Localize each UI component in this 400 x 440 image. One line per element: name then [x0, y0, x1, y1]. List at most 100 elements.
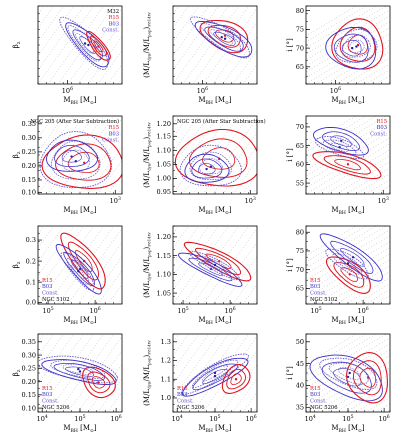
legend-ngc-205-after-star-subtraction: NGC 205 (After Star Subtraction) [177, 118, 266, 125]
legend-r15: R15 [310, 278, 321, 284]
x-axis-title: MBH [M⊙] [63, 316, 97, 326]
contour-const [204, 259, 225, 271]
contour-const [201, 365, 229, 382]
x-tick-label: 106 [90, 306, 101, 315]
contour-b03 [202, 369, 228, 385]
grid-line [93, 116, 149, 194]
contour-r15 [74, 250, 93, 272]
legend-const: Const. [370, 131, 387, 137]
x-axis-title: MBH [M⊙] [198, 96, 232, 106]
x-tick-label: 106 [62, 86, 73, 95]
y-tick-label: 1.00 [157, 175, 171, 183]
x-tick-label: 105 [74, 414, 85, 423]
panel-contours [178, 241, 252, 287]
y-tick-label: 40 [296, 382, 304, 390]
legend-ngc-5206: NGC 5206 [177, 405, 205, 411]
contour-b03 [197, 163, 216, 175]
panel-contours [39, 131, 122, 189]
y-tick-label: 60 [296, 161, 304, 169]
legend-m32: M32 [107, 9, 119, 15]
grid-line [306, 229, 390, 281]
grid-line [173, 6, 229, 84]
panel-contours [312, 126, 382, 180]
panel-grid [93, 116, 257, 194]
grid-line [148, 6, 204, 84]
contour-b03 [191, 158, 223, 179]
best-fit-point-const [77, 270, 80, 273]
legend-b03: B03 [377, 125, 387, 131]
panel-contours [59, 16, 111, 70]
grid-line [232, 49, 257, 84]
grid-line [375, 403, 390, 412]
legend-ngc-5206: NGC 5206 [310, 405, 338, 411]
y-tick-label: 0.0 [26, 299, 36, 307]
contour-const [50, 359, 106, 379]
y-tick-label: 1.3 [161, 338, 171, 346]
contour-r15 [90, 35, 107, 57]
contour-const [332, 253, 363, 275]
contour-const [188, 250, 240, 281]
best-fit-point-r15 [356, 43, 360, 47]
contour-r15 [226, 368, 246, 390]
best-fit-point-const [83, 42, 87, 45]
y-axis-title: (M/Ldyn/M/Lpop)F814W [143, 11, 152, 78]
y-axis-title: βz [12, 41, 22, 48]
grid-line [148, 334, 204, 412]
contour-b03 [321, 131, 361, 151]
legend-const: Const. [102, 28, 119, 34]
x-tick-label: 103 [245, 196, 256, 205]
contour-r15 [87, 371, 111, 394]
grid-line [396, 334, 400, 412]
best-fit-point-const [209, 165, 212, 168]
grid-line [306, 116, 377, 159]
contour-const [322, 139, 357, 156]
best-fit-point-r15 [97, 45, 100, 48]
x-axis-title: MBH [M⊙] [198, 316, 232, 326]
y-tick-label: 65 [296, 285, 304, 293]
best-fit-point-b03 [70, 155, 73, 158]
contour-b03 [198, 262, 223, 276]
y-axis-title: i [°] [286, 366, 294, 380]
y-tick-label: 0.15 [22, 176, 36, 184]
contour-b03 [333, 368, 362, 387]
y-tick-label: 35 [296, 404, 304, 412]
panel-contours [38, 355, 118, 399]
y-tick-label: 0.20 [22, 378, 36, 386]
legend-const: Const. [310, 399, 327, 405]
legend-r15: R15 [42, 386, 53, 392]
y-tick-label: 70 [296, 123, 304, 131]
panel-frame [172, 115, 258, 195]
y-tick-label: 75 [296, 247, 304, 255]
y-tick-label: 1.15 [157, 132, 171, 140]
grid-line [306, 6, 367, 43]
contour-const [66, 258, 90, 285]
x-tick-label: 106 [225, 306, 236, 315]
x-tick-label: 104 [37, 414, 48, 423]
grid-line [306, 334, 377, 377]
y-tick-label: 1.10 [157, 271, 171, 279]
contour-const [319, 357, 378, 390]
x-tick-label: 103 [378, 196, 389, 205]
contour-const [314, 136, 365, 159]
contour-r15 [325, 256, 371, 294]
grid-line [385, 191, 390, 194]
x-tick-label: 105 [42, 306, 53, 315]
panel-r1-c0: 0.35 0.30 0.25 0.20 0.15 0.10 103 MBH [M⊙] βz NGC… [12, 115, 123, 216]
best-fit-point-const [338, 146, 341, 149]
contour-b03 [325, 26, 377, 70]
contour-const [179, 144, 242, 187]
panel-contours [325, 18, 384, 70]
grid-line [173, 6, 219, 71]
y-tick-label: 0.30 [22, 351, 36, 359]
grid-line [67, 335, 122, 412]
panel-contours [190, 16, 253, 59]
grid-line [232, 377, 257, 412]
y-axis-title: (M/Ldyn/M/Lpop)F814W [143, 231, 152, 298]
contour-b03 [79, 36, 97, 54]
y-tick-label: 1.05 [157, 161, 171, 169]
x-axis-title: MBH [M⊙] [198, 206, 232, 216]
